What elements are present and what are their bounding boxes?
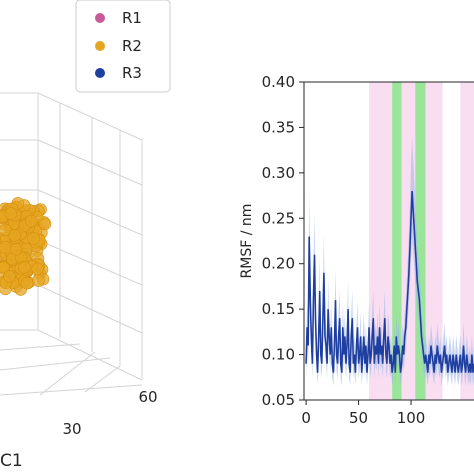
- legend-label-r1: R1: [122, 9, 142, 27]
- pca-3d-scatter: 30 60 C1: [0, 92, 158, 471]
- grid-floor-line: [84, 365, 121, 393]
- x-ticks: 0 50 100: [301, 400, 425, 427]
- y-tick-label: 0.05: [262, 391, 295, 409]
- scatter-point: [3, 269, 16, 283]
- legend-marker-r1: [95, 13, 105, 23]
- grid-floor-line: [0, 343, 81, 351]
- scatter-point: [17, 260, 31, 274]
- grid-line: [0, 329, 143, 381]
- rmsf-plot: 0.050.100.150.200.250.300.350.40 0 50 100 …: [239, 73, 474, 427]
- scatter-point: [8, 229, 21, 242]
- scatter-point: [0, 240, 12, 254]
- scatter-point: [4, 207, 17, 220]
- x-tick-label: 0: [301, 409, 311, 427]
- y-tick-label: 0.30: [262, 164, 295, 182]
- y-axis-label: RMSF / nm: [239, 204, 255, 279]
- grid-line: [37, 189, 143, 236]
- y-tick-label: 0.20: [262, 255, 295, 273]
- grid-floor-edge: [0, 384, 143, 396]
- green-region: [392, 82, 402, 400]
- scatter-point: [24, 214, 38, 228]
- grid-line: [37, 239, 143, 286]
- legend-label-r2: R2: [122, 37, 142, 55]
- grid-floor-line: [39, 351, 96, 396]
- axis-tick-label: 30: [62, 420, 81, 438]
- legend: R1 R2 R3: [75, 0, 171, 93]
- y-tick-label: 0.25: [262, 209, 295, 227]
- scatter-points-r2: [0, 197, 52, 296]
- grid-floor-line: [0, 357, 111, 371]
- scatter-point: [31, 262, 44, 276]
- legend-marker-r2: [95, 41, 105, 51]
- axis-tick-label: 60: [138, 388, 157, 406]
- y-tick-label: 0.10: [262, 346, 295, 364]
- grid-wall-outline: [0, 92, 143, 380]
- rmsf-line: [305, 190, 474, 373]
- grid-line: [37, 284, 143, 334]
- axis-label-pc1: C1: [0, 451, 23, 471]
- scatter-point: [0, 223, 12, 237]
- x-tick-label: 100: [397, 409, 426, 427]
- pink-region: [425, 82, 443, 400]
- legend-label-r3: R3: [122, 64, 142, 82]
- scatter-point: [38, 217, 52, 231]
- grid-line: [37, 139, 143, 186]
- legend-marker-r3: [95, 68, 105, 78]
- x-tick-label: 50: [349, 409, 368, 427]
- pink-region: [369, 82, 393, 400]
- y-tick-label: 0.15: [262, 300, 295, 318]
- y-ticks: 0.05 0.10 0.15 0.20 0.25 0.30 0.35 0.40: [262, 73, 304, 409]
- scatter-point: [9, 243, 23, 256]
- scatter-point: [32, 274, 45, 287]
- scatter-point: [20, 276, 34, 290]
- y-tick-label: 0.40: [262, 73, 295, 91]
- pink-region: [460, 82, 474, 400]
- green-region: [415, 82, 426, 400]
- scatter-point: [27, 232, 40, 245]
- rmsf-series: [305, 190, 474, 373]
- y-tick-label: 0.35: [262, 118, 295, 136]
